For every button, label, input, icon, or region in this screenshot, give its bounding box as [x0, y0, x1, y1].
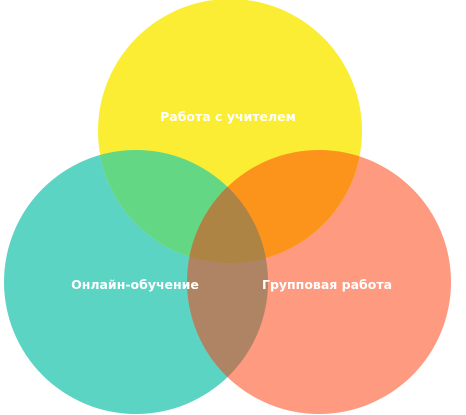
- label-online-learning: Онлайн-обучение: [71, 277, 199, 292]
- overlap-teacher-group: [187, 150, 362, 263]
- label-work-with-teacher: Работа с учителем: [160, 109, 296, 124]
- overlap-teacher-online: [98, 150, 268, 263]
- label-group-work: Групповая работа: [262, 277, 392, 292]
